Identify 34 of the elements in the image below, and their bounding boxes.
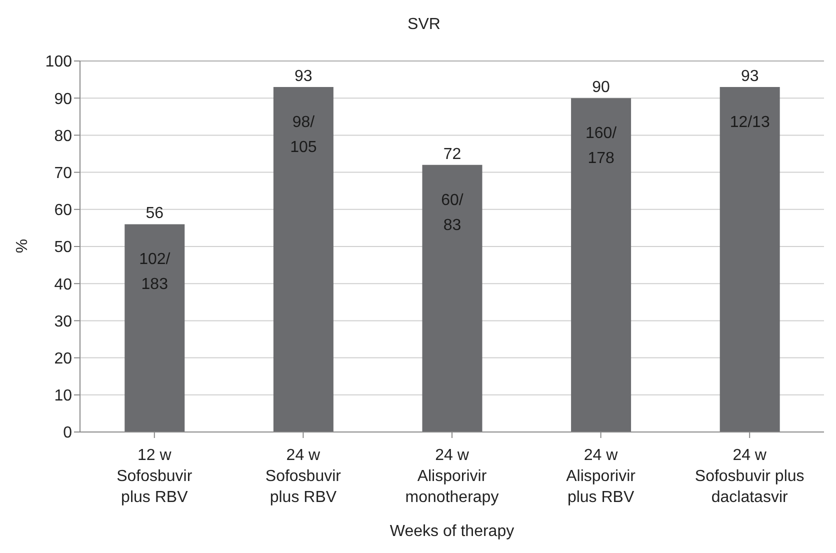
- bar: [720, 86, 780, 432]
- x-axis-title: Weeks of therapy: [388, 523, 516, 541]
- x-tick-label: 12 w Sofosbuvir plus RBV: [116, 447, 193, 506]
- annotation: 12/13: [730, 114, 770, 131]
- y-tick-label: 30: [54, 313, 72, 330]
- bar: [124, 224, 185, 432]
- x-tick-label: 24 w Sofosbuvir plus RBV: [265, 447, 342, 506]
- bar: [422, 164, 482, 432]
- annotation: 98/ 105: [290, 114, 317, 156]
- y-tick-label: 50: [54, 239, 72, 256]
- x-tick-label: 24 w Alisporivir plus RBV: [566, 447, 636, 506]
- data-label: 90: [592, 79, 610, 96]
- y-tick-label: 10: [54, 388, 72, 405]
- y-tick-label: 0: [63, 424, 72, 442]
- annotation: 160/ 178: [585, 125, 618, 168]
- y-axis-title: %: [14, 238, 32, 253]
- data-label: 93: [294, 68, 312, 85]
- chart-title: SVR: [406, 16, 442, 34]
- y-tick-label: 100: [45, 54, 72, 71]
- bar: [571, 98, 632, 432]
- y-tick-label: 60: [54, 202, 72, 220]
- y-tick-label: 70: [54, 164, 72, 182]
- y-tick-label: 80: [54, 128, 72, 145]
- data-label: 93: [740, 68, 759, 85]
- x-tick-label: 24 w Sofosbuvir plus daclatasvir: [694, 447, 804, 506]
- x-tick-label: 24 w Alisporivir monotherapy: [405, 447, 499, 506]
- bar: [273, 86, 334, 432]
- y-tick-label: 40: [54, 276, 72, 294]
- annotation: 60/ 83: [441, 192, 464, 234]
- data-label: 56: [146, 205, 164, 222]
- y-tick-label: 90: [54, 90, 72, 108]
- data-label: 72: [443, 146, 462, 163]
- annotation: 102/ 183: [139, 251, 171, 294]
- y-tick-label: 20: [54, 350, 72, 368]
